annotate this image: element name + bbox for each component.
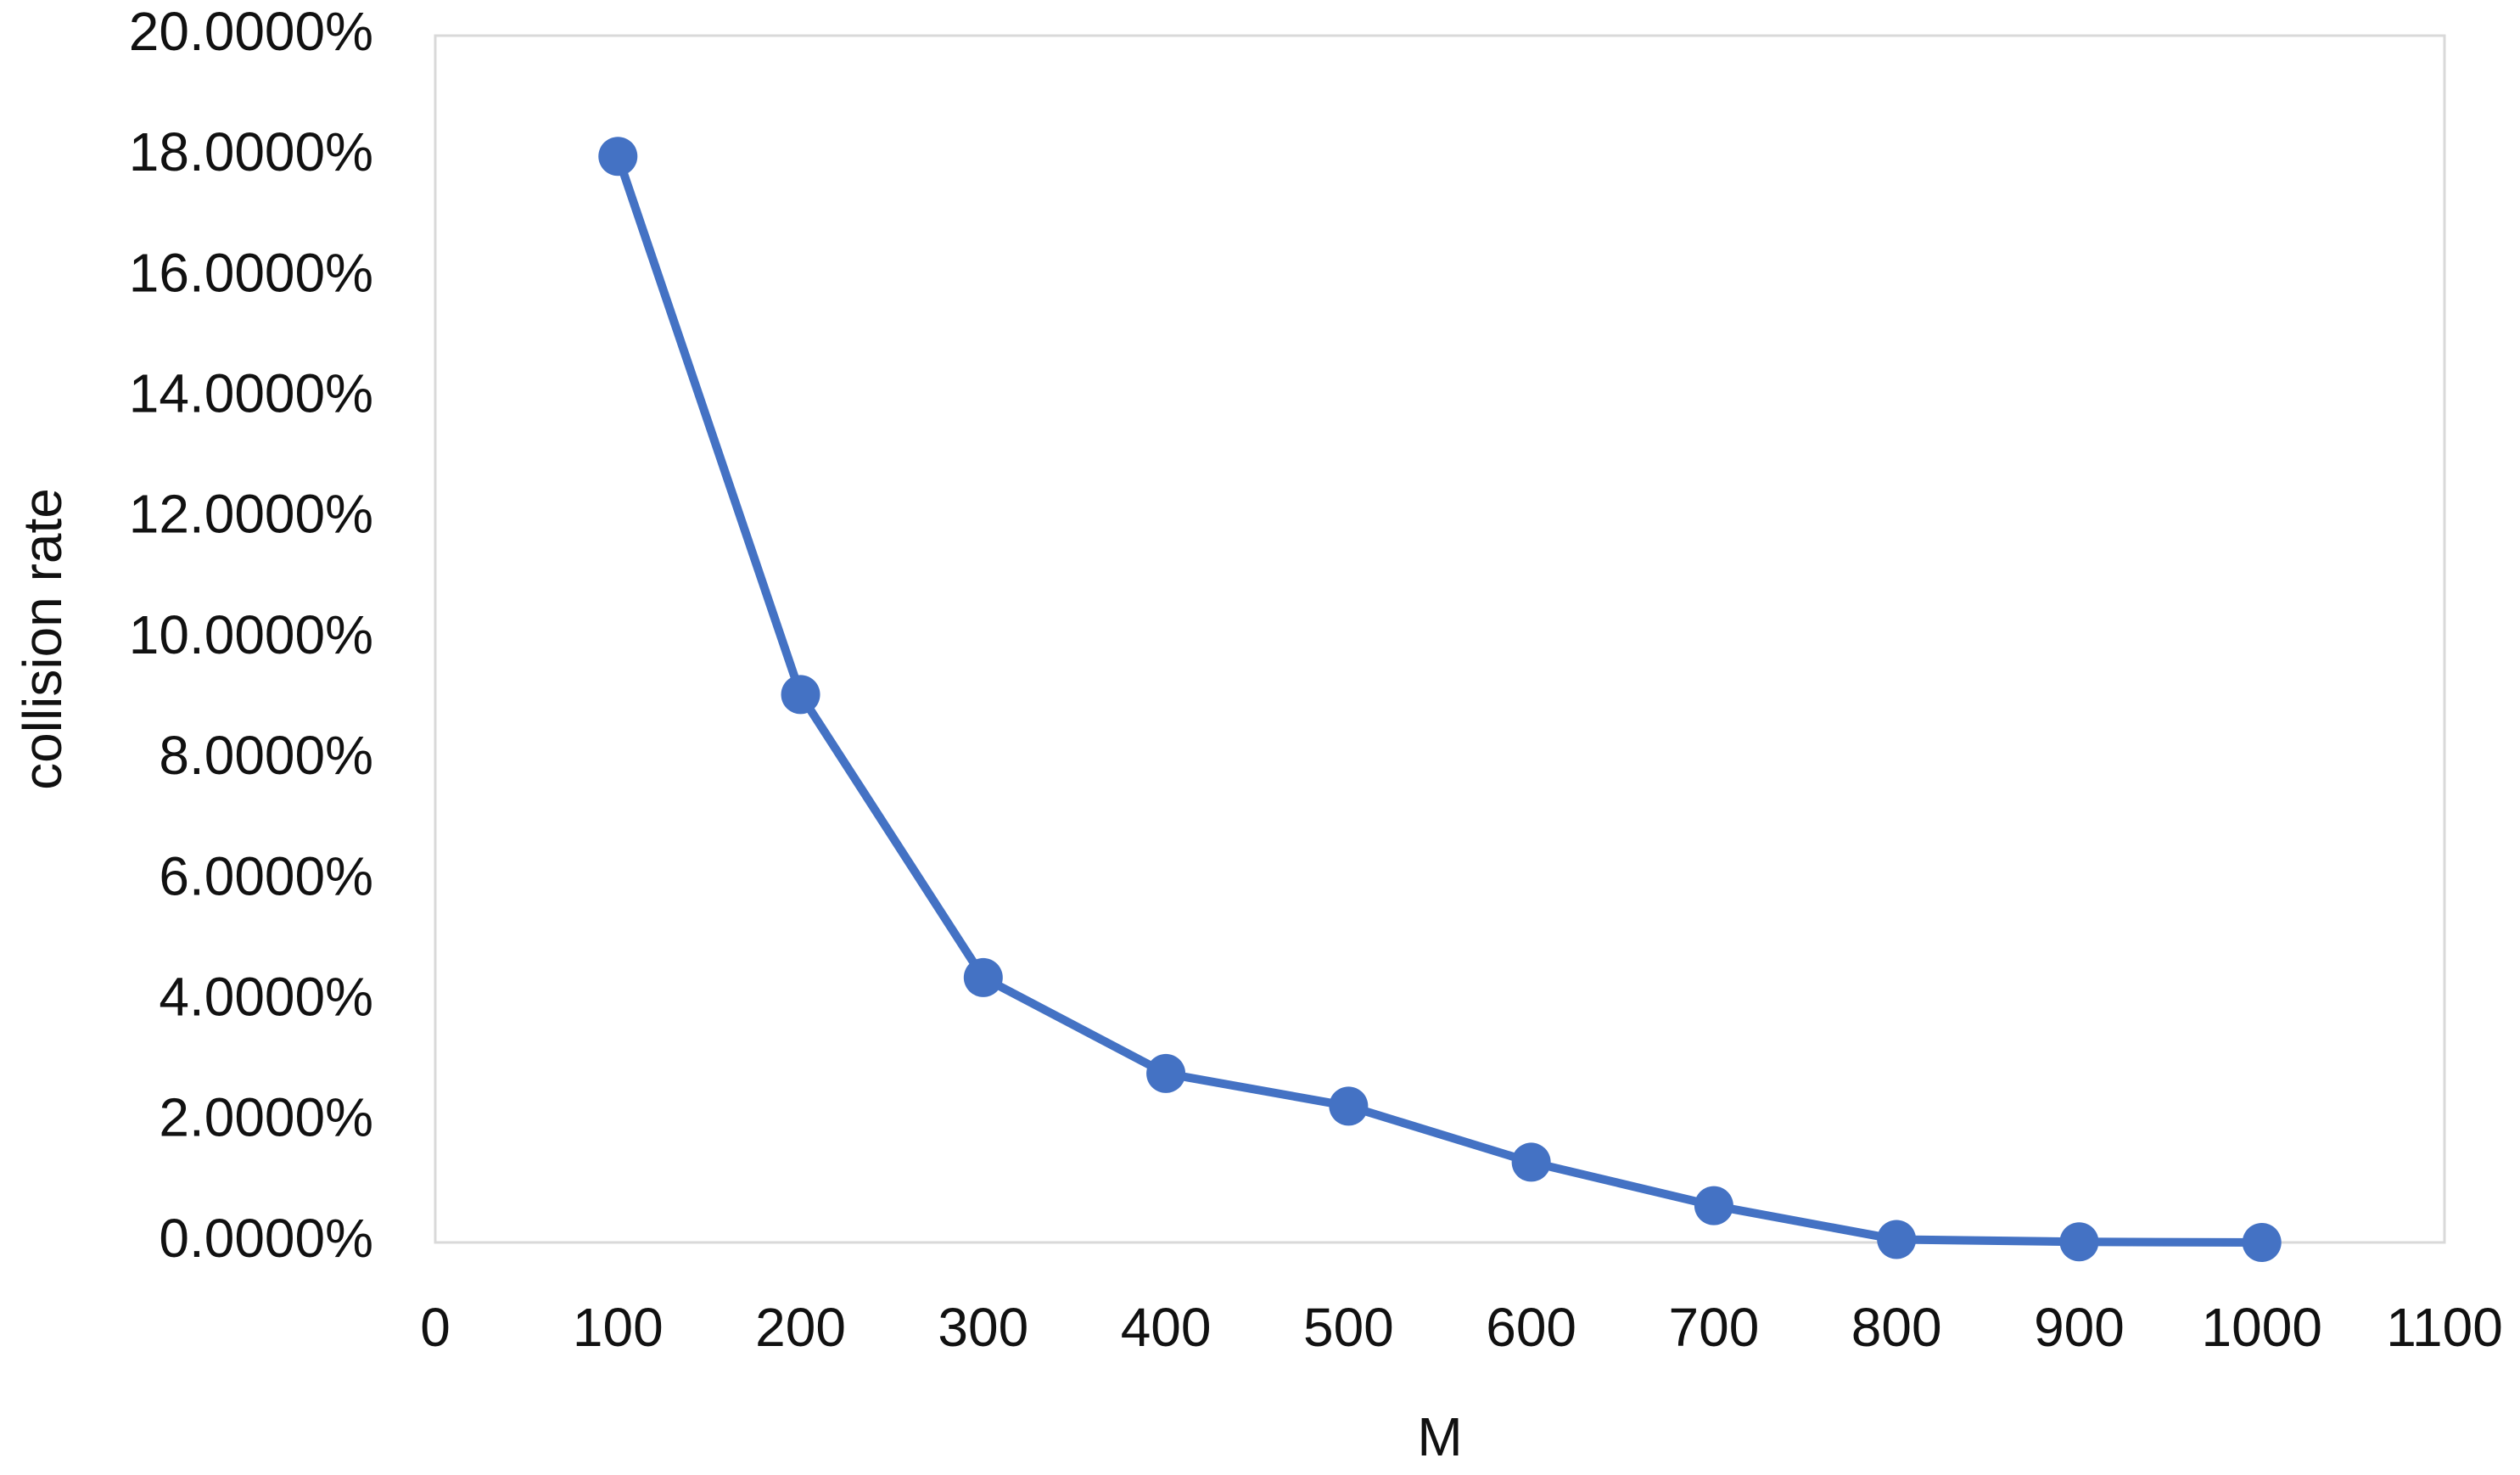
y-tick-label: 14.0000% <box>129 363 373 424</box>
y-tick-label: 2.0000% <box>159 1087 373 1148</box>
x-tick-label: 200 <box>755 1297 846 1358</box>
y-axis-title: collision rate <box>12 488 73 790</box>
y-tick-label: 0.0000% <box>159 1208 373 1269</box>
y-tick-label: 10.0000% <box>129 604 373 665</box>
x-tick-label: 1000 <box>2202 1297 2322 1358</box>
data-point <box>1877 1220 1917 1259</box>
x-tick-label: 800 <box>1851 1297 1942 1358</box>
x-axis-title: M <box>1417 1406 1462 1467</box>
y-tick-label: 20.0000% <box>129 1 373 62</box>
data-point <box>1511 1142 1551 1182</box>
x-tick-label: 0 <box>420 1297 451 1358</box>
data-point <box>2059 1222 2099 1262</box>
x-tick-label: 600 <box>1486 1297 1576 1358</box>
data-point <box>963 957 1003 997</box>
x-tick-label: 1100 <box>2386 1297 2503 1358</box>
y-tick-label: 8.0000% <box>159 725 373 786</box>
x-tick-label: 300 <box>938 1297 1028 1358</box>
y-tick-label: 4.0000% <box>159 967 373 1028</box>
data-point <box>781 675 820 715</box>
x-tick-label: 100 <box>573 1297 664 1358</box>
x-tick-label: 900 <box>2034 1297 2125 1358</box>
y-tick-label: 6.0000% <box>159 845 373 906</box>
series-line <box>613 154 2262 1247</box>
x-tick-label: 400 <box>1121 1297 1212 1358</box>
y-tick-label: 16.0000% <box>129 242 373 303</box>
data-point <box>1329 1086 1369 1126</box>
x-tick-label: 700 <box>1669 1297 1760 1358</box>
y-tick-label: 18.0000% <box>129 121 373 182</box>
data-point <box>1694 1186 1733 1225</box>
data-point <box>2242 1223 2282 1262</box>
plot-frame <box>434 34 2446 1244</box>
data-point <box>598 137 638 177</box>
y-tick-label: 12.0000% <box>129 484 373 545</box>
data-point <box>1146 1053 1186 1093</box>
x-tick-label: 500 <box>1303 1297 1394 1358</box>
